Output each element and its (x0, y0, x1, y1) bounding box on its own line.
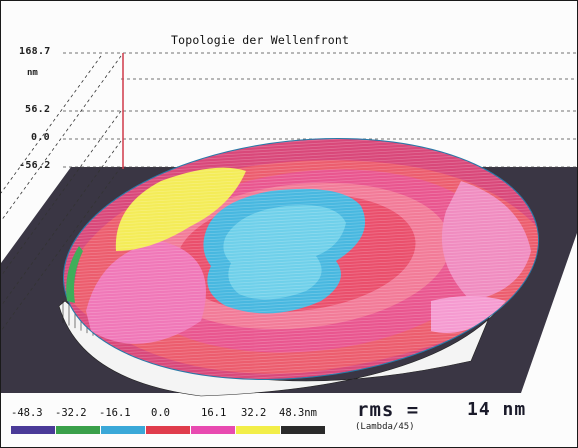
colorscale-label: -32.2 (55, 407, 87, 419)
colorscale-labels: -48.3 -32.2 -16.1 0.0 16.1 32.2 48.3nm (11, 407, 331, 421)
grid-lines (63, 52, 577, 168)
colorscale-swatches (11, 426, 331, 434)
perspective-guides (1, 55, 122, 332)
colorscale-swatch (146, 426, 190, 434)
rms-lambda-fraction: (Lambda/45) (355, 422, 415, 432)
rms-value: 14 nm (467, 399, 527, 420)
colorscale-swatch (56, 426, 100, 434)
colorscale-swatch (191, 426, 235, 434)
colorscale-swatch (101, 426, 145, 434)
chart-title: Topologie der Wellenfront (171, 33, 350, 47)
z-tick-label: 168.7 (19, 46, 51, 57)
z-tick-label: 56.2 (25, 104, 51, 115)
z-tick-label: 0.0 (31, 132, 50, 143)
colorscale-label: 16.1 (201, 407, 227, 419)
colorscale-label: 32.2 (241, 407, 267, 419)
colorscale-label: 48.3nm (279, 407, 317, 419)
colorscale-label: 0.0 (151, 407, 170, 419)
z-axis-unit: nm (27, 68, 38, 78)
colorscale-swatch (11, 426, 55, 434)
wavefront-surface (51, 116, 551, 391)
colorscale-swatch (281, 426, 325, 434)
z-tick-label: -56.2 (19, 160, 51, 171)
rms-label: rms = (357, 399, 420, 421)
colorscale-label: -48.3 (11, 407, 43, 419)
colorscale-label: -16.1 (99, 407, 131, 419)
colorscale-swatch (236, 426, 280, 434)
